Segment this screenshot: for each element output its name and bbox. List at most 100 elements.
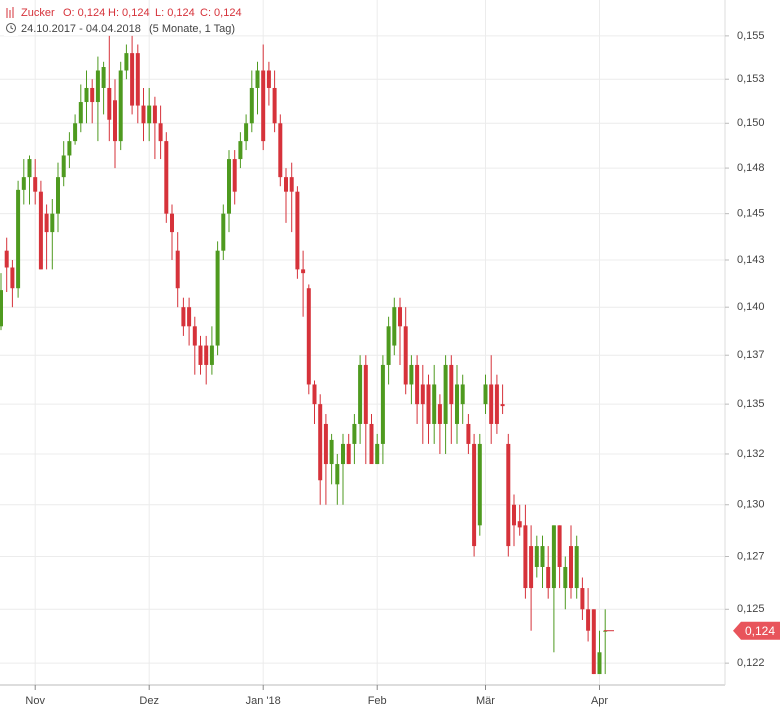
candle-body bbox=[192, 326, 197, 346]
x-tick-label: Apr bbox=[591, 695, 608, 707]
candle-body bbox=[369, 423, 374, 465]
candle-body bbox=[323, 423, 328, 465]
candle-body bbox=[415, 364, 420, 405]
y-tick-label: 0,127 bbox=[737, 550, 765, 562]
y-tick-label: 0,135 bbox=[737, 398, 765, 410]
title: Zucker bbox=[21, 7, 55, 19]
header-icon bbox=[6, 7, 14, 18]
candle-body bbox=[141, 105, 146, 124]
candle-body bbox=[358, 364, 363, 424]
candle-body bbox=[244, 123, 249, 142]
candle-body bbox=[209, 345, 214, 365]
labels: 0,155 0,153 0,150 0,148 0,145 0,143 0,140 0,137… bbox=[25, 30, 780, 707]
candle-body bbox=[392, 307, 397, 346]
candle-body bbox=[249, 87, 254, 124]
candle-body bbox=[472, 443, 477, 547]
candle-body bbox=[506, 443, 511, 547]
candle-body bbox=[118, 70, 123, 142]
candle-body bbox=[346, 443, 351, 465]
quote-low: L: 0,124 bbox=[155, 7, 195, 19]
candle-body bbox=[255, 70, 260, 88]
candle-body bbox=[318, 404, 323, 481]
last-price-label: 0,124 bbox=[745, 624, 775, 638]
candle-body bbox=[56, 177, 60, 214]
candle-body bbox=[426, 384, 431, 424]
candle-body bbox=[44, 213, 49, 233]
candle-body bbox=[21, 177, 26, 190]
y-tick-label: 0,155 bbox=[737, 30, 765, 42]
y-tick-label: 0,140 bbox=[737, 301, 765, 313]
y-tick-label: 0,150 bbox=[737, 117, 765, 129]
candle-body bbox=[409, 364, 414, 385]
candle-body bbox=[540, 546, 545, 567]
candle-body bbox=[4, 250, 9, 268]
candle-body bbox=[363, 364, 368, 424]
candle-body bbox=[483, 384, 488, 405]
last-price-tag bbox=[733, 621, 780, 640]
candle-body bbox=[227, 159, 231, 214]
candle-body bbox=[204, 345, 209, 365]
candle-body bbox=[278, 123, 283, 178]
candle-body bbox=[124, 53, 129, 71]
candle-body bbox=[386, 326, 391, 365]
candle-body bbox=[16, 189, 21, 289]
candle-body bbox=[477, 443, 482, 526]
candle-body bbox=[232, 159, 237, 192]
candle-body bbox=[181, 307, 186, 327]
candle-body bbox=[170, 213, 174, 233]
candle-body bbox=[455, 384, 459, 424]
candle-body bbox=[113, 100, 117, 142]
candle-body bbox=[238, 141, 243, 160]
candles bbox=[0, 35, 608, 675]
y-tick-label: 0,130 bbox=[737, 499, 765, 511]
date-range: 24.10.2017 - 04.04.2018 bbox=[21, 23, 141, 35]
quote-high: H: 0,124 bbox=[108, 7, 150, 19]
candle-body bbox=[341, 443, 345, 465]
candle-body bbox=[443, 364, 448, 424]
candle-body bbox=[215, 250, 220, 346]
candle-body bbox=[403, 326, 408, 385]
candle-body bbox=[437, 404, 442, 424]
candle-body bbox=[449, 364, 454, 405]
candle-body bbox=[130, 53, 135, 106]
candle-body bbox=[557, 525, 562, 567]
candle-body bbox=[27, 159, 32, 178]
candle-body bbox=[101, 67, 106, 88]
candle-body bbox=[164, 141, 169, 214]
candle-body bbox=[289, 177, 294, 192]
quote-close: C: 0,124 bbox=[200, 7, 242, 19]
x-tick-label: Mär bbox=[476, 695, 495, 707]
y-tick-label: 0,137 bbox=[737, 349, 765, 361]
candle-body bbox=[0, 290, 3, 327]
candle-body bbox=[523, 525, 528, 589]
candle-body bbox=[198, 345, 203, 365]
candle-body bbox=[546, 566, 551, 589]
candle-body bbox=[432, 384, 437, 424]
candle-body bbox=[517, 521, 522, 528]
x-tick-label: Jan '18 bbox=[246, 695, 281, 707]
y-tick-label: 0,148 bbox=[737, 162, 765, 174]
x-tick-label: Dez bbox=[139, 695, 159, 707]
y-tick-label: 0,122 bbox=[737, 657, 765, 669]
y-tick-label: 0,132 bbox=[737, 448, 765, 460]
candle-body bbox=[266, 70, 271, 88]
candle-body bbox=[466, 423, 471, 444]
candle-body bbox=[398, 307, 402, 327]
y-tick-label: 0,125 bbox=[737, 603, 765, 615]
candle-body bbox=[10, 267, 15, 289]
candle-body bbox=[563, 566, 568, 589]
candle-body bbox=[107, 87, 112, 120]
candle-body bbox=[580, 588, 585, 610]
candle-body bbox=[352, 423, 357, 444]
candle-body bbox=[494, 384, 499, 424]
candle-body bbox=[597, 652, 602, 675]
candle-body bbox=[152, 105, 157, 124]
candle-body bbox=[84, 87, 89, 103]
candle-body bbox=[529, 546, 534, 589]
candle-body bbox=[335, 464, 340, 485]
candle-body bbox=[295, 191, 300, 270]
candle-body bbox=[272, 87, 277, 124]
candle-body bbox=[147, 105, 152, 124]
